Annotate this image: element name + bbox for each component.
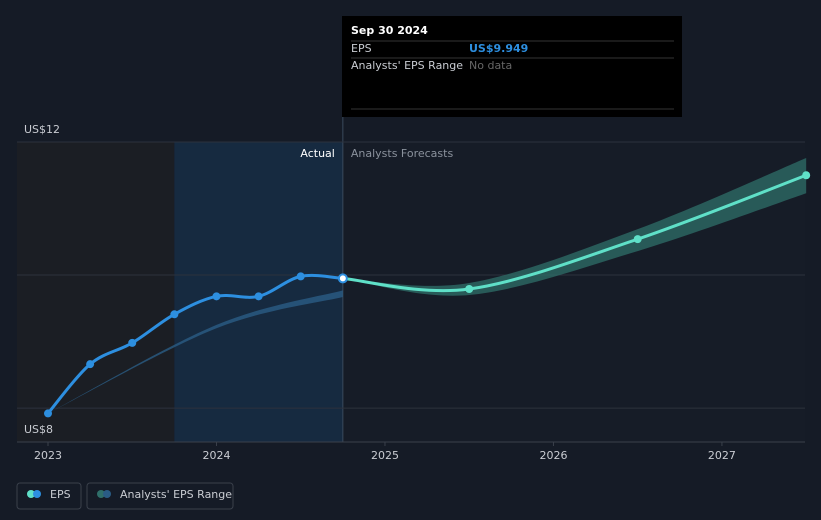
point <box>633 235 642 244</box>
legend-label: EPS <box>50 488 71 501</box>
region-label: Analysts Forecasts <box>351 147 454 160</box>
legend-label: Analysts' EPS Range <box>120 488 232 501</box>
x-tick-label: 2023 <box>34 449 62 462</box>
x-tick-label: 2024 <box>202 449 230 462</box>
point <box>465 285 474 294</box>
tooltip-label: EPS <box>351 42 372 55</box>
point <box>86 360 95 369</box>
actual-region <box>174 142 343 442</box>
region-label: Actual <box>300 147 334 160</box>
point <box>296 272 305 281</box>
x-tick-label: 2027 <box>708 449 736 462</box>
y-tick-label: US$12 <box>24 123 60 136</box>
point <box>212 292 221 301</box>
legend-swatch <box>27 490 35 498</box>
point <box>254 292 263 301</box>
legend-item[interactable] <box>16 482 82 510</box>
highlight-point <box>337 273 348 284</box>
tooltip-value: No data <box>469 59 512 72</box>
tooltip <box>342 16 682 117</box>
past-region <box>17 142 175 442</box>
tooltip-value: US$9.949 <box>469 42 528 55</box>
range-band <box>48 290 343 414</box>
point <box>44 409 53 418</box>
x-tick-label: 2026 <box>539 449 567 462</box>
tooltip-label: Analysts' EPS Range <box>351 59 463 72</box>
point <box>170 310 179 319</box>
x-tick-label: 2025 <box>371 449 399 462</box>
tooltip-date: Sep 30 2024 <box>351 24 428 37</box>
range-band <box>342 157 807 296</box>
point <box>802 171 811 180</box>
line <box>342 173 807 293</box>
y-tick-label: US$8 <box>24 423 53 436</box>
point <box>128 338 137 347</box>
legend-swatch <box>97 490 105 498</box>
legend-swatch <box>33 490 41 498</box>
legend-item[interactable] <box>86 482 234 510</box>
legend-swatch <box>103 490 111 498</box>
